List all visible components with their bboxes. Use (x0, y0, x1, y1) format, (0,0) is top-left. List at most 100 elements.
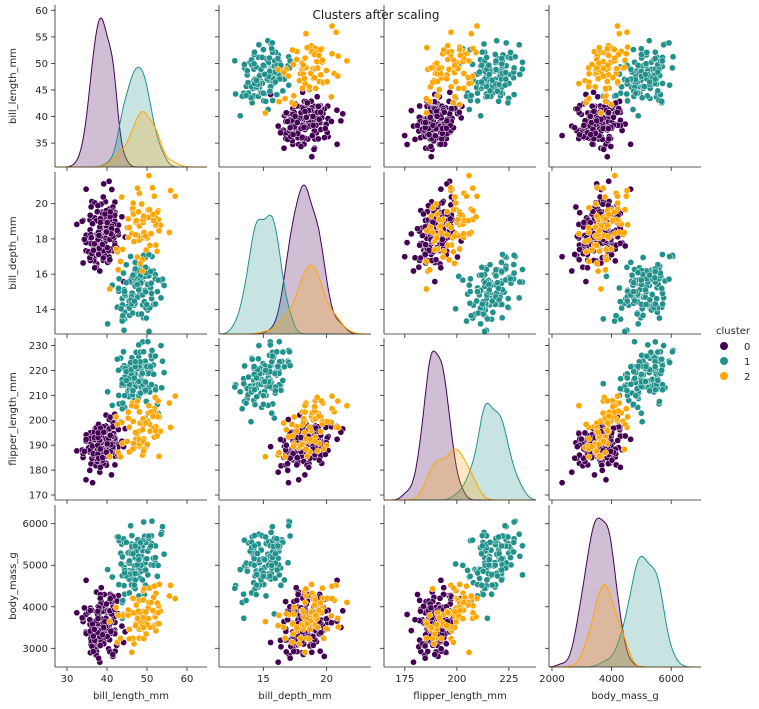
point-cluster-0 (81, 448, 88, 455)
point-cluster-0 (440, 108, 448, 116)
point-cluster-0 (603, 153, 611, 161)
point-cluster-1 (646, 78, 653, 86)
point-cluster-2 (469, 45, 477, 52)
point-cluster-2 (445, 65, 453, 73)
point-cluster-1 (631, 297, 639, 305)
point-cluster-2 (155, 227, 163, 235)
point-cluster-1 (119, 399, 127, 407)
point-cluster-1 (140, 348, 147, 356)
point-cluster-2 (595, 247, 603, 255)
point-cluster-0 (614, 437, 622, 444)
point-cluster-2 (300, 429, 308, 436)
point-cluster-1 (498, 301, 506, 308)
point-cluster-2 (299, 608, 307, 616)
point-cluster-1 (262, 533, 270, 541)
point-cluster-1 (262, 592, 270, 600)
point-cluster-1 (142, 387, 149, 394)
point-cluster-2 (106, 285, 114, 293)
point-cluster-1 (251, 542, 258, 550)
point-cluster-0 (86, 467, 94, 474)
point-cluster-2 (142, 419, 150, 427)
point-cluster-2 (447, 28, 455, 36)
point-cluster-0 (274, 658, 282, 666)
point-cluster-1 (148, 517, 156, 525)
point-cluster-1 (122, 261, 130, 269)
point-cluster-0 (436, 594, 444, 602)
point-cluster-2 (261, 618, 269, 625)
point-cluster-0 (308, 153, 316, 161)
point-cluster-0 (605, 125, 612, 132)
y-axis-label-bill_length_mm: bill_length_mm (8, 48, 19, 124)
point-cluster-0 (297, 143, 305, 150)
point-cluster-2 (302, 585, 310, 593)
point-cluster-2 (582, 248, 590, 256)
point-cluster-1 (131, 358, 139, 366)
point-cluster-2 (423, 109, 430, 117)
point-cluster-1 (252, 591, 260, 598)
point-cluster-1 (510, 518, 518, 526)
point-cluster-1 (137, 539, 144, 546)
point-cluster-2 (171, 392, 179, 400)
point-cluster-2 (142, 608, 150, 616)
point-cluster-2 (602, 449, 609, 457)
point-cluster-2 (334, 52, 342, 60)
point-cluster-2 (615, 30, 623, 38)
point-cluster-2 (138, 200, 146, 208)
y-tick-label: 16 (35, 270, 48, 281)
kde-area-cluster-1 (55, 67, 207, 167)
point-cluster-1 (484, 614, 491, 622)
point-cluster-2 (604, 427, 611, 435)
point-cluster-2 (140, 212, 147, 220)
point-cluster-1 (478, 78, 485, 86)
point-cluster-2 (469, 207, 477, 215)
point-cluster-2 (334, 397, 342, 405)
point-cluster-2 (472, 213, 480, 221)
point-cluster-2 (434, 92, 441, 100)
point-cluster-1 (142, 566, 149, 574)
point-cluster-1 (236, 566, 244, 573)
point-cluster-1 (121, 392, 128, 399)
y-tick-label: 18 (35, 234, 48, 245)
point-cluster-1 (120, 348, 127, 356)
point-cluster-2 (435, 614, 443, 622)
point-cluster-1 (255, 41, 263, 49)
point-cluster-1 (242, 597, 250, 604)
point-cluster-0 (573, 105, 581, 113)
point-cluster-2 (142, 246, 150, 254)
point-cluster-0 (90, 247, 97, 254)
point-cluster-2 (145, 615, 152, 622)
point-cluster-2 (437, 635, 445, 643)
point-cluster-2 (611, 172, 619, 179)
point-cluster-0 (282, 441, 290, 449)
point-cluster-2 (281, 453, 289, 461)
y-axis-label-flipper_length_mm: flipper_length_mm (8, 372, 19, 465)
point-cluster-2 (166, 399, 173, 407)
point-cluster-1 (507, 554, 514, 561)
point-cluster-1 (466, 299, 474, 307)
point-cluster-2 (150, 192, 158, 200)
point-cluster-2 (440, 247, 448, 255)
y-tick-label: 220 (29, 366, 48, 377)
point-cluster-1 (150, 370, 158, 378)
point-cluster-0 (100, 180, 108, 188)
point-cluster-0 (315, 456, 323, 464)
point-cluster-1 (147, 268, 155, 275)
point-cluster-2 (132, 403, 140, 410)
point-cluster-2 (456, 211, 464, 218)
point-cluster-1 (277, 387, 285, 394)
point-cluster-0 (118, 622, 126, 630)
point-cluster-0 (81, 236, 88, 243)
point-cluster-0 (106, 595, 114, 603)
point-cluster-2 (429, 585, 436, 593)
point-cluster-2 (450, 248, 457, 256)
point-cluster-2 (140, 624, 147, 631)
y-tick-label: 4000 (23, 602, 48, 613)
point-cluster-0 (426, 113, 434, 121)
x-axis-label-body_mass_g: body_mass_g (591, 691, 658, 702)
point-cluster-0 (321, 125, 329, 132)
point-cluster-2 (609, 217, 617, 224)
point-cluster-2 (593, 64, 601, 72)
point-cluster-1 (658, 366, 666, 374)
point-cluster-2 (611, 230, 618, 238)
point-cluster-1 (669, 64, 676, 72)
